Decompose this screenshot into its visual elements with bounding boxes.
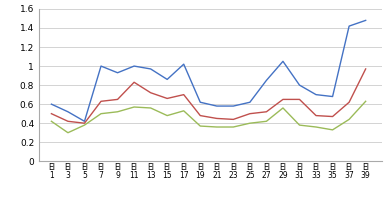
Path Size 16 [115, 71, 120, 74]
Path Size 32 [115, 110, 120, 113]
Path Size 32 [148, 107, 153, 109]
Path Size 16 [347, 25, 351, 27]
Path Size 32 [49, 120, 54, 123]
Path Size 16 [99, 65, 103, 67]
Path Size 24 [248, 112, 252, 115]
Path Size 16 [165, 78, 170, 81]
Path Size 24 [330, 115, 335, 118]
Path Size 24 [231, 118, 236, 121]
Path Size 32 [231, 126, 236, 128]
Path Size 16 [330, 95, 335, 98]
Path Size 16 [181, 63, 186, 65]
Path Size 16 [248, 101, 252, 103]
Path Size 16 [281, 60, 285, 63]
Path Size 32 [99, 112, 103, 115]
Path Size 32 [132, 106, 136, 108]
Path Size 24 [132, 81, 136, 84]
Path Size 32 [82, 124, 87, 126]
Path Size 24 [99, 100, 103, 103]
Path Size 24 [198, 114, 202, 117]
Path Size 24 [82, 122, 87, 125]
Path Size 16 [215, 105, 219, 107]
Path Size 16 [264, 79, 269, 82]
Path Size 32 [281, 107, 285, 109]
Path Size 32 [181, 110, 186, 112]
Path Size 16 [49, 103, 54, 106]
Path Size 16 [198, 101, 202, 103]
Path Size 16 [231, 105, 236, 107]
Path Size 24 [297, 98, 302, 101]
Path Size 24 [181, 93, 186, 96]
Path Size 32 [66, 131, 70, 134]
Path Size 24 [347, 101, 351, 103]
Path Size 24 [115, 98, 120, 101]
Path Size 16 [363, 19, 368, 22]
Path Size 24 [148, 91, 153, 94]
Path Size 16 [297, 84, 302, 86]
Path Size 16 [66, 110, 70, 113]
Path Size 32 [330, 129, 335, 131]
Path Size 32 [314, 126, 318, 128]
Path Size 32 [215, 126, 219, 128]
Path Size 24 [264, 110, 269, 113]
Path Size 24 [281, 98, 285, 101]
Path Size 24 [363, 68, 368, 70]
Path Size 32 [297, 124, 302, 126]
Path Size 16 [82, 120, 87, 123]
Path Size 32 [198, 125, 202, 127]
Path Size 32 [363, 100, 368, 103]
Path Size 24 [314, 114, 318, 117]
Line: Path Size 16: Path Size 16 [51, 20, 366, 121]
Line: Path Size 24: Path Size 24 [51, 69, 366, 123]
Path Size 24 [49, 112, 54, 115]
Path Size 32 [165, 114, 170, 117]
Path Size 24 [66, 120, 70, 123]
Path Size 32 [248, 122, 252, 125]
Path Size 16 [132, 65, 136, 67]
Path Size 16 [314, 93, 318, 96]
Path Size 32 [347, 118, 351, 121]
Line: Path Size 32: Path Size 32 [51, 101, 366, 133]
Path Size 24 [215, 117, 219, 120]
Path Size 16 [148, 68, 153, 70]
Path Size 32 [264, 120, 269, 123]
Path Size 24 [165, 97, 170, 100]
